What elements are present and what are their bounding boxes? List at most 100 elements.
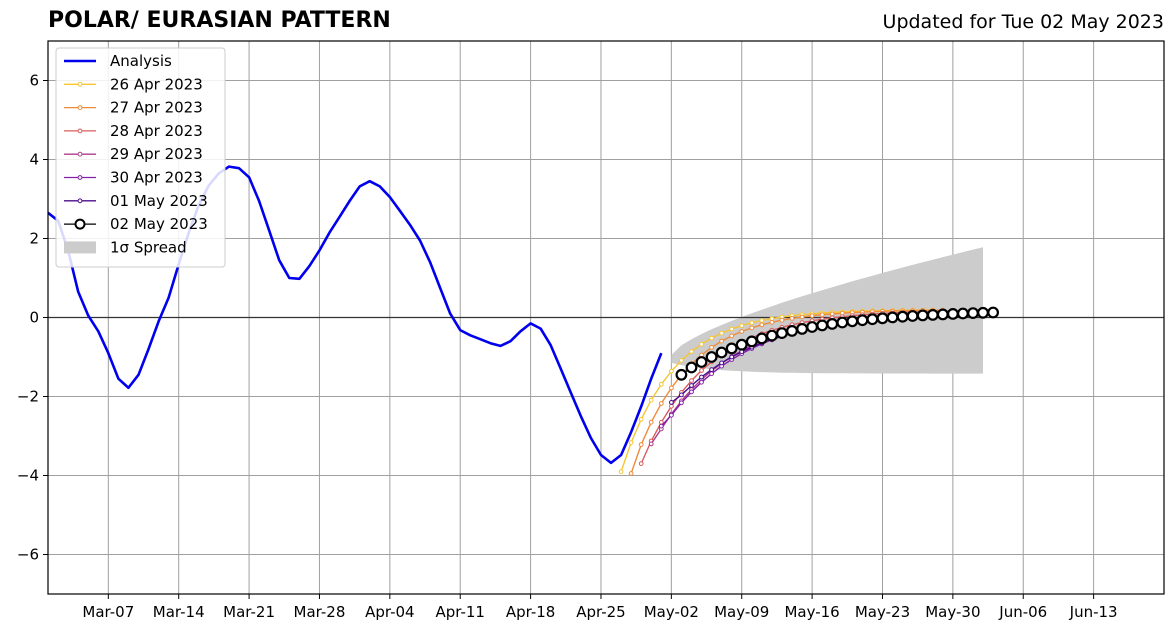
forecast-point bbox=[638, 442, 644, 448]
forecast-point bbox=[789, 316, 795, 321]
forecast-point bbox=[809, 313, 815, 319]
forecast-point bbox=[886, 311, 899, 324]
legend-entry: 28 Apr 2023 bbox=[64, 122, 203, 140]
forecast-point bbox=[658, 401, 664, 406]
forecast-point bbox=[719, 360, 724, 366]
forecast-point bbox=[705, 351, 718, 363]
forecast-point bbox=[829, 311, 835, 317]
forecast-point bbox=[638, 416, 644, 422]
legend-entry: 30 Apr 2023 bbox=[64, 169, 203, 187]
y-tick-label: 6 bbox=[29, 72, 39, 90]
forecast-point bbox=[819, 312, 825, 318]
forecast-point bbox=[709, 371, 714, 377]
forecast-point bbox=[658, 419, 664, 425]
forecast-point bbox=[628, 440, 634, 446]
forecast-point bbox=[759, 322, 765, 328]
forecast-point bbox=[816, 319, 829, 332]
forecast-point bbox=[695, 356, 708, 368]
forecast-point bbox=[936, 308, 949, 321]
legend-label: 1σ Spread bbox=[110, 238, 187, 256]
forecast-point bbox=[739, 323, 745, 329]
legend-entry: 1σ Spread bbox=[64, 238, 187, 256]
forecast-point bbox=[779, 317, 785, 323]
forecast-point bbox=[658, 423, 664, 429]
forecast-point bbox=[699, 341, 704, 347]
forecast-point bbox=[836, 316, 849, 329]
forecast-point bbox=[729, 326, 735, 332]
forecast-point bbox=[689, 378, 694, 384]
forecast-point bbox=[669, 385, 674, 391]
plot-area bbox=[48, 165, 1164, 476]
x-tick-label: Mar-21 bbox=[223, 603, 275, 621]
legend-entry: 29 Apr 2023 bbox=[64, 145, 203, 163]
y-tick-label: 0 bbox=[29, 309, 39, 327]
legend-label: 29 Apr 2023 bbox=[110, 145, 203, 163]
x-tick-label: Mar-14 bbox=[153, 603, 205, 621]
forecast-point bbox=[689, 389, 694, 395]
legend-swatch-marker bbox=[77, 128, 83, 134]
forecast-point bbox=[896, 310, 909, 323]
x-tick-label: Apr-18 bbox=[506, 603, 556, 621]
forecast-point bbox=[699, 379, 704, 385]
y-tick-label: 4 bbox=[29, 151, 39, 169]
legend-label: 26 Apr 2023 bbox=[110, 75, 203, 93]
forecast-point bbox=[638, 461, 644, 467]
forecast-point bbox=[669, 403, 674, 409]
forecast-point bbox=[669, 400, 674, 405]
forecast-point bbox=[669, 412, 674, 418]
forecast-point bbox=[729, 354, 735, 360]
legend-swatch-spread bbox=[64, 241, 96, 254]
series-forecast-6 bbox=[675, 306, 999, 381]
legend: Analysis 26 Apr 2023 27 Apr 2023 28 Apr 202… bbox=[55, 47, 226, 268]
legend-swatch-marker bbox=[77, 198, 83, 204]
x-tick-label: Jun-13 bbox=[1069, 603, 1118, 621]
forecast-point bbox=[648, 419, 654, 425]
forecast-point bbox=[689, 349, 694, 354]
legend-label: 28 Apr 2023 bbox=[110, 122, 203, 140]
forecast-point bbox=[786, 325, 798, 337]
forecast-point bbox=[806, 321, 818, 333]
forecast-point bbox=[957, 307, 969, 320]
forecast-point bbox=[906, 310, 919, 322]
forecast-point bbox=[876, 312, 889, 325]
x-tick-label: Apr-11 bbox=[435, 603, 485, 621]
forecast-point bbox=[759, 318, 765, 323]
x-tick-label: Mar-07 bbox=[82, 603, 134, 621]
forecast-point bbox=[709, 335, 714, 341]
legend-swatch-marker bbox=[77, 151, 83, 157]
forecast-point bbox=[675, 368, 688, 381]
x-tick-label: May-16 bbox=[784, 603, 839, 621]
y-tick-label: 2 bbox=[29, 230, 39, 248]
legend-label: 30 Apr 2023 bbox=[110, 169, 203, 187]
x-tick-label: May-30 bbox=[925, 603, 980, 621]
y-tick-label: −2 bbox=[17, 388, 39, 406]
legend-entry: 27 Apr 2023 bbox=[64, 99, 203, 117]
forecast-point bbox=[796, 323, 808, 335]
x-tick-label: Jun-06 bbox=[998, 603, 1047, 621]
forecast-point bbox=[977, 306, 989, 319]
x-tick-label: May-02 bbox=[644, 603, 699, 621]
forecast-point bbox=[715, 346, 728, 359]
forecast-point bbox=[826, 318, 839, 330]
forecast-point bbox=[987, 306, 999, 319]
forecast-point bbox=[699, 368, 704, 373]
forecast-point bbox=[628, 471, 634, 476]
forecast-point bbox=[719, 330, 724, 336]
forecast-point bbox=[769, 319, 775, 325]
forecast-point bbox=[745, 335, 758, 348]
forecast-point bbox=[735, 338, 748, 351]
forecast-point bbox=[749, 320, 755, 326]
forecast-point bbox=[709, 345, 714, 350]
forecast-point bbox=[679, 400, 684, 406]
legend-label: Analysis bbox=[110, 52, 172, 70]
x-tick-label: Apr-04 bbox=[365, 603, 415, 621]
forecast-point bbox=[685, 361, 698, 374]
forecast-point bbox=[658, 381, 664, 387]
forecast-point bbox=[799, 314, 805, 320]
forecast-point bbox=[618, 469, 624, 475]
chart-title: POLAR/ EURASIAN PATTERN bbox=[48, 8, 391, 33]
x-tick-label: Apr-25 bbox=[576, 603, 626, 621]
axes: −6 −4 −2 0 2 4 6 Mar-07 Mar-14 Mar-21 Mar-28 Apr-04… bbox=[17, 40, 1165, 621]
